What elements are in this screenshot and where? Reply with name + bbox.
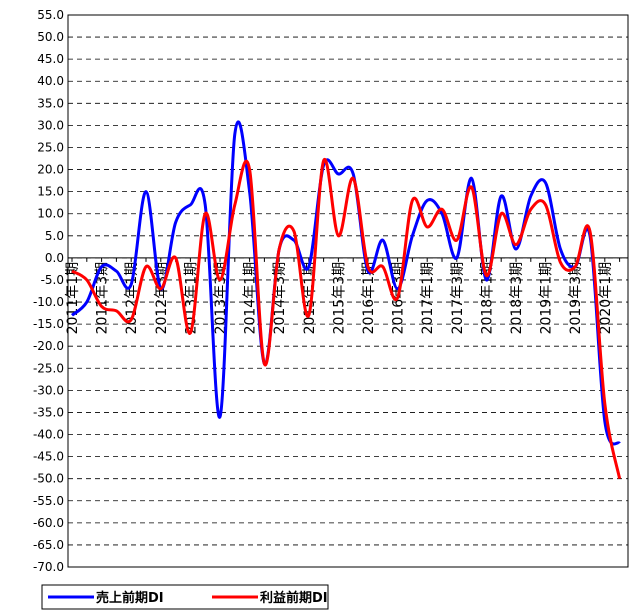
y-tick-label: 25.0: [37, 140, 64, 154]
y-tick-label: 50.0: [37, 30, 64, 44]
x-tick-label: 2013年1期: [183, 262, 199, 335]
y-tick-label: 45.0: [37, 52, 64, 66]
y-tick-label: 55.0: [37, 8, 64, 22]
x-tick-label: 2019年1期: [539, 262, 555, 335]
x-tick-label: 2017年1期: [420, 262, 436, 335]
legend-label: 利益前期DI: [260, 590, 328, 606]
x-tick-label: 2016年1期: [361, 262, 377, 335]
y-tick-label: 40.0: [37, 74, 64, 88]
y-tick-label: 10.0: [37, 207, 64, 221]
y-tick-label: 20.0: [37, 163, 64, 177]
y-tick-label: 30.0: [37, 118, 64, 132]
x-tick-label: 2015年3期: [331, 262, 347, 335]
x-tick-label: 2011年3期: [95, 262, 111, 335]
y-tick-label: -70.0: [33, 560, 64, 574]
y-tick-label: 5.0: [45, 229, 64, 243]
legend: 売上前期DI 利益前期DI: [41, 584, 329, 610]
series-line: [71, 157, 622, 479]
series-line: [71, 120, 621, 446]
x-tick-label: 2012年1期: [124, 262, 140, 335]
y-tick-label: -10.0: [33, 295, 64, 309]
y-tick-label: -30.0: [33, 383, 64, 397]
y-tick-label: -35.0: [33, 405, 64, 419]
x-tick-label: 2011年1期: [65, 262, 81, 335]
x-tick-label: 2020年1期: [598, 262, 614, 335]
y-tick-label: -55.0: [33, 494, 64, 508]
legend-label: 売上前期DI: [96, 590, 164, 606]
plot-area: [67, 14, 629, 568]
y-tick-label: 0.0: [45, 251, 64, 265]
y-tick-label: -20.0: [33, 339, 64, 353]
x-tick-label: 2019年3期: [568, 262, 584, 335]
y-tick-label: -50.0: [33, 472, 64, 486]
x-tick-label: 2018年1期: [479, 262, 495, 335]
y-tick-label: -40.0: [33, 428, 64, 442]
y-tick-label: 15.0: [37, 185, 64, 199]
y-tick-label: -5.0: [41, 273, 64, 287]
x-tick-label: 2018年3期: [509, 262, 525, 335]
y-tick-label: -65.0: [33, 538, 64, 552]
y-tick-label: -45.0: [33, 450, 64, 464]
y-tick-label: -60.0: [33, 516, 64, 530]
x-tick-label: 2017年3期: [450, 262, 466, 335]
y-tick-label: -25.0: [33, 361, 64, 375]
y-tick-label: -15.0: [33, 317, 64, 331]
y-tick-label: 35.0: [37, 96, 64, 110]
x-tick-label: 2014年1期: [243, 262, 259, 335]
